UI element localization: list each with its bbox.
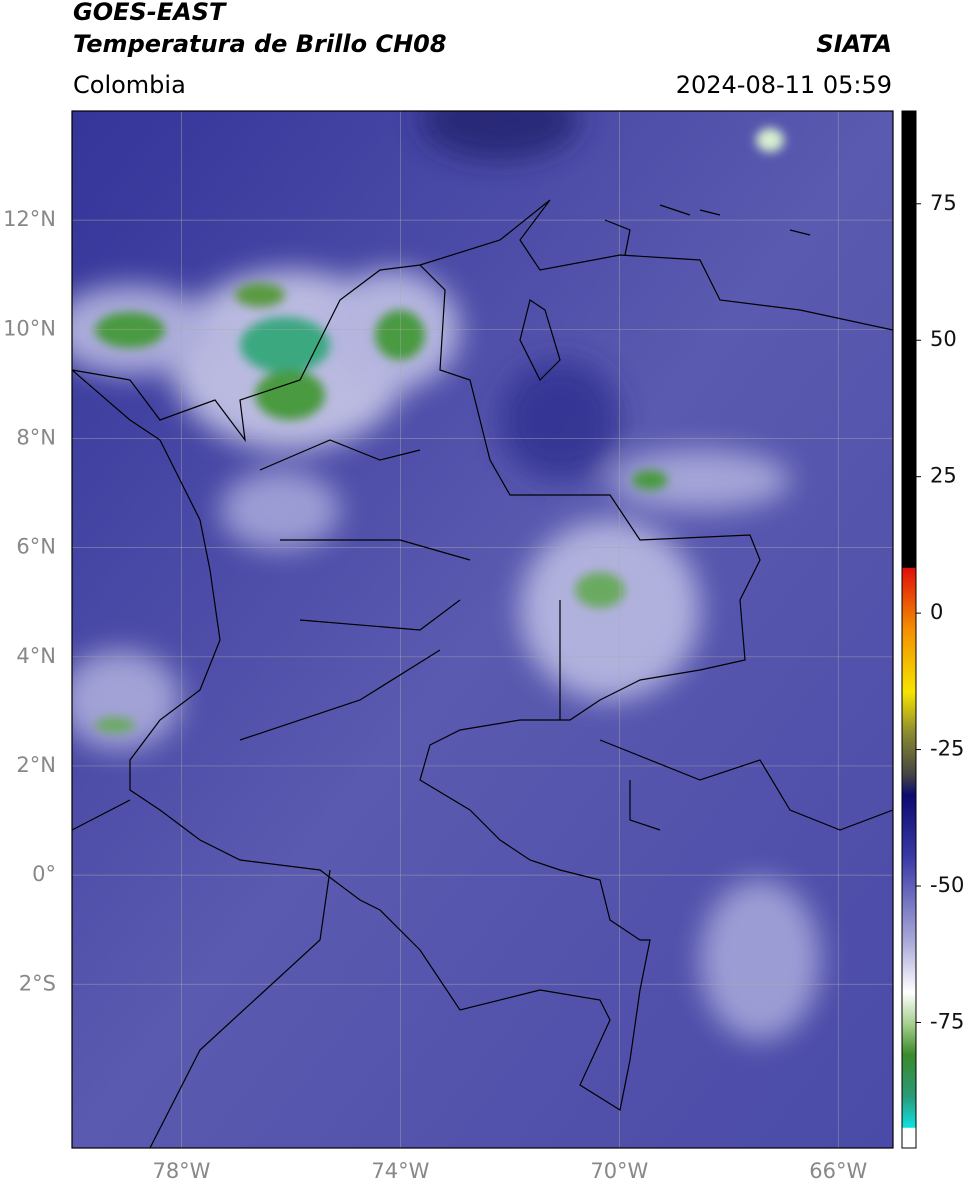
cold-tops [95,128,784,733]
colorbar-tick-label: -50 [930,873,964,897]
lat-tick-label: 12°N [3,207,56,231]
colorbar-tick-label: 0 [930,600,943,624]
lon-tick-label: 74°W [371,1159,429,1183]
colorbar-tick-label: -75 [930,1009,964,1033]
lat-tick-label: 2°N [16,753,56,777]
subtitle: Temperatura de Brillo CH08 [73,30,447,58]
colorbar-tick-label: 75 [930,191,957,215]
lat-tick-label: 4°N [16,644,56,668]
map [72,111,893,1148]
lat-tick-label: 0° [32,862,56,886]
lon-tick-label: 78°W [152,1159,210,1183]
title: GOES-EAST [73,0,227,26]
map-frame [71,110,894,1149]
lon-tick-label: 70°W [590,1159,648,1183]
lat-tick-label: 10°N [3,316,56,340]
labels: 78°W 74°W 70°W 66°W 12°N 10°N 8°N 6°N 4°N 2°N 0° 2°… [3,191,964,1183]
lat-tick-label: 2°S [19,971,56,995]
graticule [72,111,893,1148]
colorbar-tick-label: -25 [930,737,964,761]
colorbar-tick-label: 50 [930,327,957,351]
lat-tick-label: 6°N [16,535,56,559]
lat-tick-label: 8°N [16,425,56,449]
colorbar [901,110,917,1149]
colorbar-tick-label: 25 [930,464,957,488]
source: SIATA [816,30,892,58]
timestamp: 2024-08-11 05:59 [676,71,892,99]
lon-tick-label: 66°W [809,1159,867,1183]
borders [72,199,893,1148]
region: Colombia [73,71,186,99]
